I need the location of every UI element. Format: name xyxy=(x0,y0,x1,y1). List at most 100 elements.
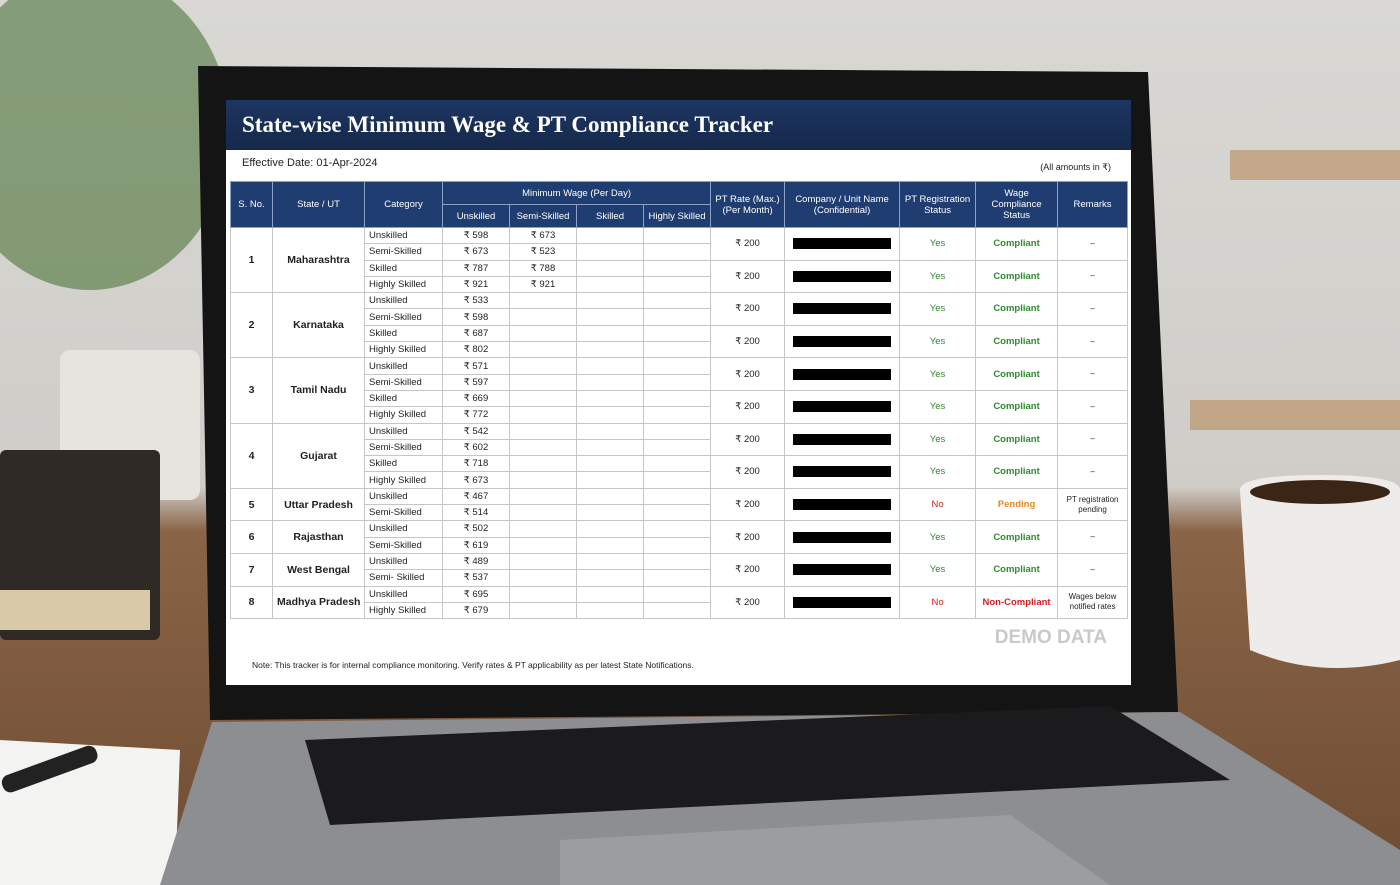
state-number: 6 xyxy=(230,520,273,554)
header-cell: S. No. xyxy=(230,181,273,228)
wage-cell xyxy=(509,487,577,506)
shelf xyxy=(1190,400,1400,430)
wage-cell xyxy=(576,520,644,538)
table-row: 6 Rajasthan Unskilled ₹ 502 ₹ 200 Yes Complian… xyxy=(230,520,1129,554)
pt-rate: ₹ 200 xyxy=(710,487,786,522)
category: Skilled xyxy=(364,259,443,277)
wage-cell xyxy=(509,357,577,375)
state-number: 2 xyxy=(230,292,273,359)
wage-cell xyxy=(642,455,712,473)
header-cell: State / UT xyxy=(272,181,365,228)
wage-cell xyxy=(642,471,712,489)
state-number: 8 xyxy=(230,585,273,620)
remarks: – xyxy=(1057,227,1129,261)
wage-cell xyxy=(576,504,644,522)
remarks: Wages below notified rates xyxy=(1057,585,1129,620)
wage-cell xyxy=(509,438,577,457)
wage-cell: ₹ 602 xyxy=(442,438,510,457)
wage-cell xyxy=(509,520,577,538)
redaction-bar xyxy=(793,466,892,478)
wage-cell xyxy=(642,308,712,326)
pt-rate: ₹ 200 xyxy=(710,259,786,294)
shelf xyxy=(1230,150,1400,180)
wage-cell xyxy=(576,373,644,391)
category: Highly Skilled xyxy=(364,341,443,359)
table-row: Semi-Skilled ₹ 514 xyxy=(231,504,1128,522)
category: Semi-Skilled xyxy=(364,504,443,522)
wage-cell: ₹ 489 xyxy=(442,552,510,571)
wage-cell: ₹ 537 xyxy=(442,569,510,587)
wage-cell xyxy=(509,292,577,310)
wage-cell xyxy=(576,341,644,359)
category: Unskilled xyxy=(364,422,443,440)
pt-rate: ₹ 200 xyxy=(710,520,786,554)
company-redacted xyxy=(784,520,901,554)
state-number: 4 xyxy=(230,422,273,489)
remarks: PT registration pending xyxy=(1057,487,1129,522)
wage-cell xyxy=(642,389,712,408)
wage-cell: ₹ 802 xyxy=(442,341,510,359)
wage-cell xyxy=(642,226,712,245)
registration-status: No xyxy=(899,585,977,620)
state-number: 5 xyxy=(230,487,273,522)
wage-cell: ₹ 619 xyxy=(442,536,510,554)
wage-cell xyxy=(509,324,577,343)
wage-cell xyxy=(509,552,577,571)
wage-cell xyxy=(642,585,712,603)
header-cell: Skilled xyxy=(576,204,644,228)
wage-cell xyxy=(509,422,577,440)
remarks: – xyxy=(1057,422,1129,457)
category: Unskilled xyxy=(364,552,443,571)
wage-cell: ₹ 718 xyxy=(442,455,510,473)
footer-note: Note: This tracker is for internal compl… xyxy=(252,660,694,670)
category: Semi-Skilled xyxy=(364,243,443,261)
registration-status: Yes xyxy=(899,552,977,587)
redaction-bar xyxy=(793,303,892,315)
wage-cell xyxy=(509,373,577,391)
state-name: Uttar Pradesh xyxy=(272,487,365,522)
header-cell: Company / Unit Name (Confidential) xyxy=(784,181,901,228)
wage-cell xyxy=(642,601,712,620)
wage-cell xyxy=(509,601,577,620)
company-redacted xyxy=(784,455,901,489)
compliance-status: Pending xyxy=(975,487,1059,522)
state-number: 3 xyxy=(230,357,273,424)
wage-cell xyxy=(576,422,644,440)
category: Semi-Skilled xyxy=(364,438,443,457)
wage-cell: ₹ 673 xyxy=(442,471,510,489)
category: Unskilled xyxy=(364,357,443,375)
category: Unskilled xyxy=(364,292,443,310)
wage-cell xyxy=(509,389,577,408)
state-name: West Bengal xyxy=(272,552,365,587)
registration-status: Yes xyxy=(899,422,977,457)
wage-cell xyxy=(509,471,577,489)
header-cell: Semi-Skilled xyxy=(509,204,577,228)
wage-cell: ₹ 921 xyxy=(509,275,577,294)
company-redacted xyxy=(784,227,901,261)
category: Highly Skilled xyxy=(364,601,443,620)
compliance-status: Compliant xyxy=(975,389,1059,424)
state-name: Gujarat xyxy=(272,422,365,489)
wage-cell: ₹ 598 xyxy=(442,308,510,326)
state-number: 7 xyxy=(230,552,273,587)
remarks: – xyxy=(1057,259,1129,294)
compliance-status: Compliant xyxy=(975,357,1059,391)
wage-cell xyxy=(576,389,644,408)
screen: State-wise Minimum Wage & PT Compliance … xyxy=(226,100,1131,685)
wage-cell xyxy=(576,601,644,620)
table-row: Semi- Skilled ₹ 537 xyxy=(231,569,1128,587)
pt-rate: ₹ 200 xyxy=(710,227,786,261)
wage-cell xyxy=(576,357,644,375)
table-row: Skilled ₹ 787 ₹ 788 ₹ 200 Yes Compliant – xyxy=(231,259,1129,294)
remarks: – xyxy=(1057,324,1129,359)
redaction-bar xyxy=(793,401,892,413)
redaction-bar xyxy=(793,564,892,576)
header-cell: PT Registration Status xyxy=(899,181,977,228)
remarks: – xyxy=(1057,455,1129,489)
table-row: 2 Karnataka Unskilled ₹ 533 ₹ 200 Yes Complian… xyxy=(230,292,1129,359)
state-name: Madhya Pradesh xyxy=(272,585,365,620)
table-row: Semi-Skilled ₹ 598 xyxy=(231,308,1128,326)
wage-cell: ₹ 502 xyxy=(442,520,510,538)
redaction-bar xyxy=(793,596,892,608)
wage-cell: ₹ 687 xyxy=(442,324,510,343)
